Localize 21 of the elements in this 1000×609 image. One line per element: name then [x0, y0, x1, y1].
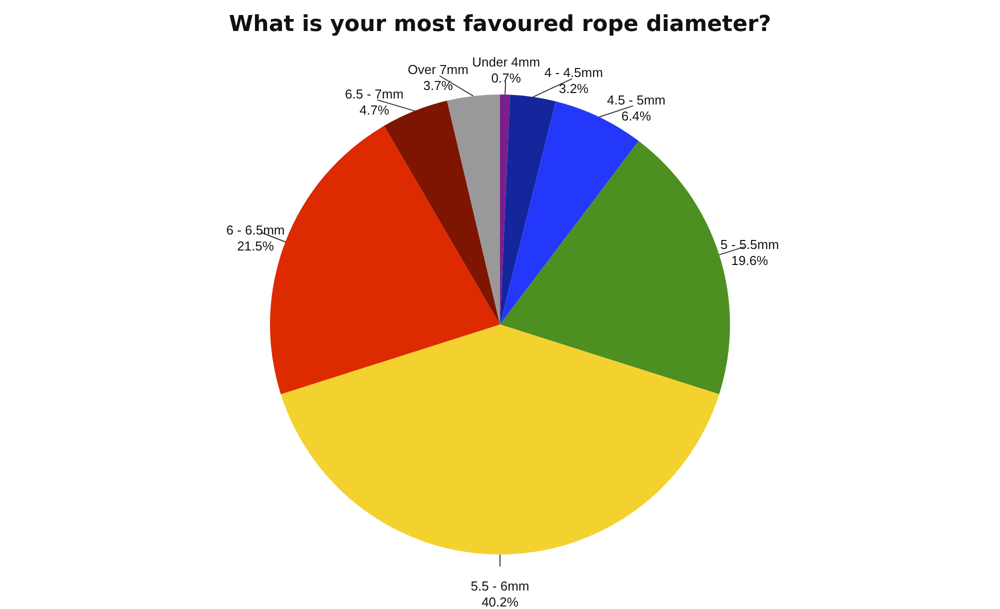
pie-slice: [280, 324, 720, 554]
chart-title: What is your most favoured rope diameter?: [228, 12, 772, 37]
data-label: 40.2%: [482, 594, 519, 609]
slice-label: Under 4mm: [472, 54, 540, 70]
data-label: 21.5%: [237, 238, 274, 254]
slice-label: 4.5 - 5mm: [606, 92, 666, 108]
slice-label: Over 7mm: [408, 62, 468, 77]
pie-slice: [500, 94, 556, 324]
data-label: 0.7%: [491, 70, 522, 86]
slice-label: 6.5 - 7mm: [345, 86, 404, 102]
data-label: 3.7%: [423, 78, 454, 93]
slice-label: 6 - 6.5mm: [226, 222, 285, 238]
data-label: 6.4%: [621, 108, 652, 124]
data-label: 19.6%: [731, 253, 769, 268]
data-label: 3.2%: [558, 81, 589, 96]
slice-label: 5.5 - 6mm: [470, 578, 530, 594]
slice-label: 4 - 4.5mm: [544, 65, 603, 80]
pie-slice: [500, 141, 730, 394]
pie-slice: [447, 94, 500, 324]
slice-label: 5 - 5.5mm: [720, 237, 779, 252]
data-label: 4.7%: [359, 102, 390, 118]
